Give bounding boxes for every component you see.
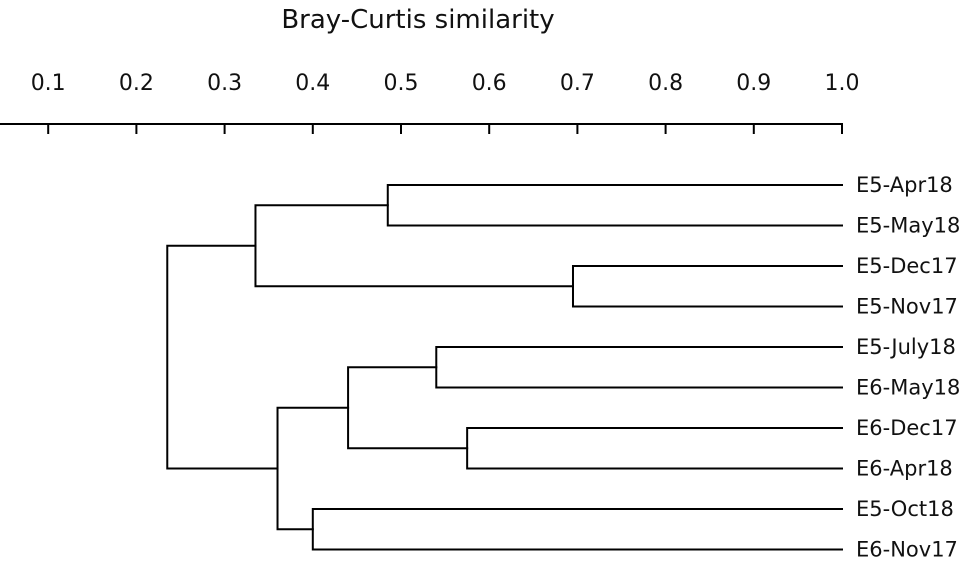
leaf-label: E5-Apr18 xyxy=(856,173,953,197)
x-tick-label: 0.8 xyxy=(648,71,683,96)
dendrogram-branch xyxy=(571,265,843,308)
dendrogram-tree xyxy=(166,184,843,551)
leaf-label: E6-Nov17 xyxy=(856,538,958,561)
leaf-label: E5-July18 xyxy=(856,335,956,359)
leaf-label: E6-Apr18 xyxy=(856,457,953,481)
x-axis: 0.1 0.2 0.3 0.4 0.5 0.6 0.7 0.8 0.9 1.0 xyxy=(0,71,860,134)
leaf-label: E5-Dec17 xyxy=(856,254,958,278)
x-tick-label: 0.1 xyxy=(31,71,66,96)
dendrogram-branch xyxy=(347,366,469,450)
x-tick-label: 0.2 xyxy=(119,71,154,96)
x-tick-label: 0.6 xyxy=(472,71,507,96)
x-axis-title: Bray-Curtis similarity xyxy=(281,5,554,35)
leaf-label: E5-Nov17 xyxy=(856,295,958,319)
x-tick-label: 0.7 xyxy=(560,71,595,96)
leaf-label: E6-Dec17 xyxy=(856,416,958,440)
dendrogram-branch xyxy=(254,204,574,288)
dendrogram-branch xyxy=(311,508,843,551)
x-tick-label: 0.5 xyxy=(384,71,419,96)
leaf-label: E6-May18 xyxy=(856,376,960,400)
x-tick-label: 1.0 xyxy=(825,71,860,96)
x-tick-label: 0.4 xyxy=(295,71,330,96)
x-tick-label: 0.3 xyxy=(207,71,242,96)
x-tick-label: 0.9 xyxy=(736,71,771,96)
leaf-labels: E5-Apr18 E5-May18 E5-Dec17 E5-Nov17 E5-July1… xyxy=(856,173,960,561)
leaf-label: E5-Oct18 xyxy=(856,497,954,521)
dendrogram-branch xyxy=(386,184,843,227)
dendrogram-branch xyxy=(435,346,843,389)
dendrogram-branch xyxy=(166,244,279,470)
dendrogram-branch xyxy=(466,427,843,470)
leaf-label: E5-May18 xyxy=(856,214,960,238)
